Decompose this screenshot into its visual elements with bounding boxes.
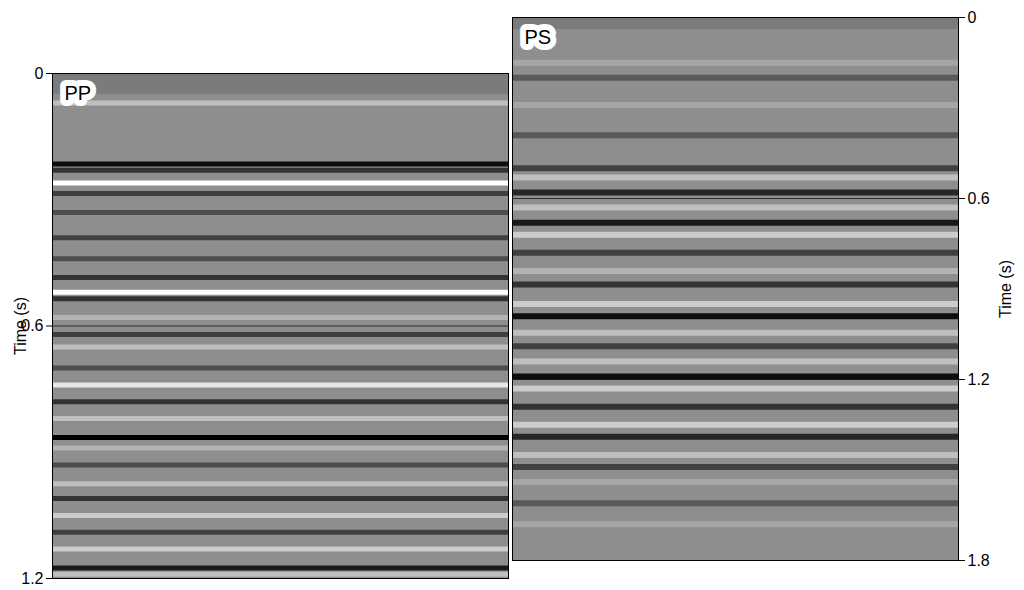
svg-text:0.6: 0.6 (968, 190, 990, 207)
svg-text:PP: PP (65, 82, 92, 104)
svg-text:1.2: 1.2 (21, 570, 43, 587)
svg-text:0: 0 (968, 9, 977, 26)
svg-text:1.2: 1.2 (968, 371, 990, 388)
svg-text:Time (s): Time (s) (997, 260, 1014, 318)
svg-text:PS: PS (525, 26, 552, 48)
svg-text:Time (s): Time (s) (12, 297, 29, 355)
svg-text:0.6: 0.6 (21, 317, 44, 335)
svg-text:1.8: 1.8 (968, 552, 990, 569)
svg-text:0: 0 (35, 65, 44, 82)
